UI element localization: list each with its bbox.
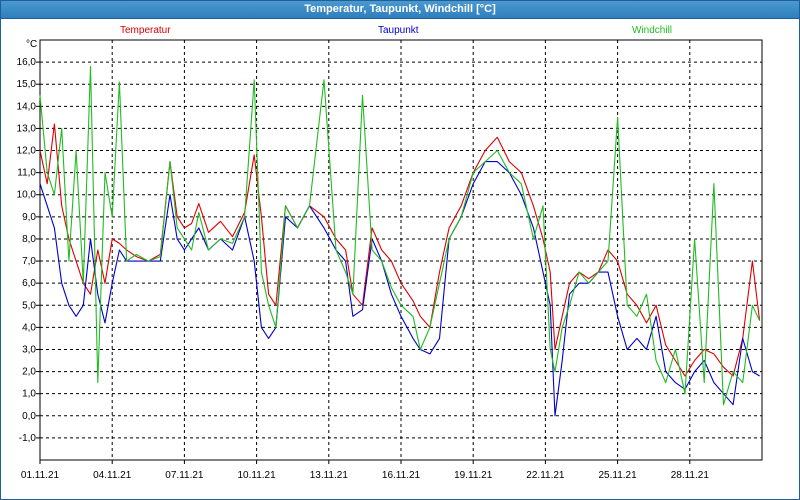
legend-dewpoint-label: Taupunkt [378,25,419,36]
x-tick-label: 10.11.21 [238,470,277,481]
y-tick-label: 4,0 [22,322,36,333]
y-tick-label: 3,0 [22,344,36,355]
y-tick-label: 10,0 [17,190,37,201]
y-tick-label: 6,0 [22,278,36,289]
legend-windchill-label: Windchill [632,25,673,36]
x-tick-label: 16.11.21 [382,470,421,481]
x-tick-label: 19.11.21 [454,470,493,481]
legend-windchill: Windchill [632,25,672,37]
y-tick-label: 16,0 [17,57,37,68]
y-axis-label: °C [26,39,37,50]
y-tick-label: 11,0 [17,168,36,179]
y-tick-label: 14,0 [17,101,37,112]
y-tick-label: -1,0 [19,433,37,444]
x-tick-label: 25.11.21 [599,470,638,481]
x-tick-label: 28.11.21 [671,470,710,481]
series-line-temperature [39,123,761,377]
y-tick-label: 1,0 [22,389,36,400]
legend-temperature-label: Temperatur [120,25,171,36]
x-tick-label: 04.11.21 [93,470,132,481]
y-tick-label: 2,0 [22,367,36,378]
y-tick-label: 8,0 [22,234,36,245]
legend-dewpoint: Taupunkt [378,25,419,37]
y-tick-label: 5,0 [22,300,36,311]
series-line-windchill [39,65,761,406]
y-tick-label: 15,0 [17,79,37,90]
y-tick-label: 13,0 [17,123,37,134]
y-tick-label: 7,0 [22,256,36,267]
y-tick-label: 0,0 [22,411,36,422]
x-tick-label: 07.11.21 [165,470,204,481]
y-tick-label: 9,0 [22,212,36,223]
x-tick-label: 01.11.21 [21,470,60,481]
window-title: Temperatur, Taupunkt, Windchill [°C] [0,0,800,19]
legend-temperature: Temperatur [120,25,171,37]
y-tick-label: 12,0 [17,146,37,157]
x-tick-label: 13.11.21 [310,470,349,481]
x-tick-label: 22.11.21 [526,470,565,481]
series-line-dewpoint [39,161,760,417]
